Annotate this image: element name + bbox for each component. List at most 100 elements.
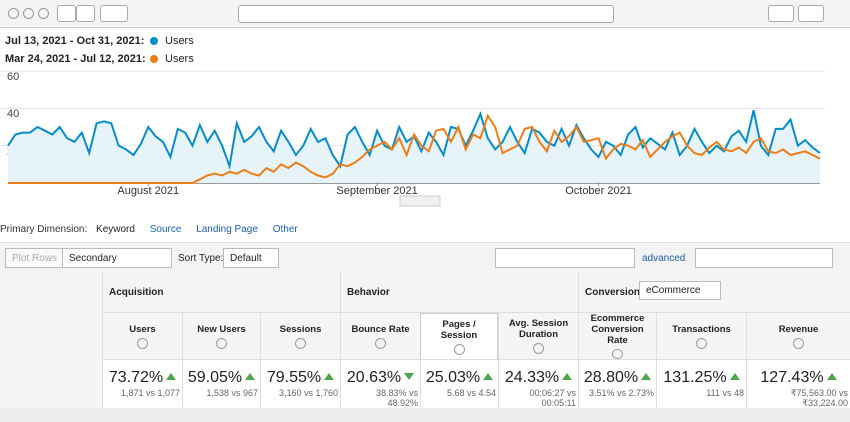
comparison: 00:06:27 vs 00:05:11 — [529, 388, 576, 408]
metric-header[interactable]: Transactions — [656, 313, 746, 360]
comparison: 1,538 vs 967 — [206, 388, 258, 398]
metric-cell: 25.03% 5.68 vs 4.54 — [420, 360, 498, 408]
trend-arrow — [562, 373, 573, 380]
metric-label: Bounce Rate — [351, 323, 410, 335]
metric-value: 59.05% — [183, 369, 260, 387]
chart: Jul 13, 2021 - Oct 31, 2021: Users Mar 24,… — [0, 35, 825, 207]
view-switcher[interactable] — [695, 248, 833, 268]
blank-column — [0, 272, 103, 408]
metric-label: New Users — [197, 323, 246, 335]
series-area — [8, 110, 820, 183]
dimension[interactable]: Landing Page — [196, 224, 258, 235]
search[interactable] — [495, 248, 635, 268]
trend-arrow — [641, 373, 652, 380]
metric-cell: 28.80% 3.51% vs 2.73% — [578, 360, 656, 408]
percent-change: 20.63% — [346, 369, 402, 386]
metric-label: Ecommerce Conversion Rate — [590, 313, 645, 346]
series-line — [8, 113, 821, 184]
legend-label: Users — [165, 53, 194, 65]
metric-value: 24.33% — [499, 369, 578, 387]
trend-arrow — [404, 373, 415, 380]
metric-cell: 127.43% ₹75,563.00 vs ₹33,224.00 — [746, 360, 850, 408]
dimension[interactable]: Keyword — [96, 224, 135, 235]
help-icon[interactable] — [612, 349, 623, 359]
close[interactable] — [8, 8, 19, 19]
minimize[interactable] — [23, 8, 34, 19]
group-header: Behavior — [340, 272, 578, 313]
percent-change: 79.55% — [266, 369, 322, 386]
legend-label: Users — [165, 35, 194, 47]
trend-arrow — [729, 373, 740, 380]
address-bar[interactable] — [238, 5, 614, 23]
secondary-dimension[interactable]: Secondary dimension — [62, 248, 172, 284]
dimension-label: Primary Dimension: — [0, 224, 88, 235]
back[interactable] — [57, 5, 76, 22]
metric-header[interactable]: Users — [102, 313, 182, 360]
legend-swatch — [150, 37, 158, 45]
table: Acquisition Behavior Conversions eCommerce U… — [0, 272, 850, 422]
metric-label: Pages / Session — [440, 318, 478, 341]
comparison: 3.51% vs 2.73% — [588, 388, 654, 398]
comparison: 38.83% vs 48.92% — [375, 388, 418, 408]
help-icon[interactable] — [295, 337, 306, 349]
comparison: ₹75,563.00 vs ₹33,224.00 — [790, 388, 848, 408]
metric-header[interactable]: Sessions — [260, 313, 340, 360]
trend-arrow — [166, 373, 177, 380]
metric-value: 28.80% — [579, 369, 656, 387]
tabs[interactable] — [798, 5, 824, 22]
metric-cell: 20.63% 38.83% vs 48.92% — [340, 360, 420, 408]
dimension[interactable]: Other — [272, 224, 298, 235]
dimension[interactable]: Source — [149, 224, 182, 235]
legend-range: Mar 24, 2021 - Jul 12, 2021: — [5, 53, 146, 65]
help-icon[interactable] — [696, 337, 707, 349]
metric-label: Transactions — [672, 323, 731, 335]
comparison: 111 vs 48 — [706, 388, 744, 398]
sidebar[interactable] — [100, 5, 128, 22]
group-header: Conversions eCommerce — [578, 272, 850, 313]
group-label: Acquisition — [109, 287, 164, 298]
metric-value: 25.03% — [421, 369, 498, 387]
percent-change: 25.03% — [425, 369, 481, 386]
percent-change: 24.33% — [504, 369, 560, 386]
plot-rows[interactable]: Plot Rows — [5, 248, 65, 268]
metric-header[interactable]: New Users — [182, 313, 260, 360]
metric-cell: 59.05% 1,538 vs 967 — [182, 360, 260, 408]
collapse-tab — [399, 195, 441, 207]
share[interactable] — [768, 5, 794, 22]
legend-range: Jul 13, 2021 - Oct 31, 2021: — [5, 35, 144, 47]
trend-arrow — [324, 373, 335, 380]
zoom[interactable] — [38, 8, 49, 19]
help-icon[interactable] — [453, 343, 465, 355]
metric-label: Revenue — [778, 323, 819, 335]
y-tick-label: 40 — [7, 108, 19, 120]
metric-cell: 24.33% 00:06:27 vs 00:05:11 — [498, 360, 578, 408]
metric-header[interactable]: Bounce Rate — [340, 313, 420, 360]
browser-toolbar — [0, 0, 850, 28]
metric-value: 20.63% — [341, 369, 420, 387]
x-tick-label: August 2021 — [117, 185, 179, 197]
conversion-select[interactable]: eCommerce — [639, 281, 722, 300]
controls: Plot Rows Secondary dimension Sort Type:… — [0, 242, 850, 284]
help-icon[interactable] — [533, 343, 544, 354]
x-tick-label: October 2021 — [565, 185, 632, 197]
metric-header[interactable]: Avg. Session Duration — [498, 313, 578, 360]
comparison: 5.68 vs 4.54 — [446, 388, 496, 398]
metric-header[interactable]: Revenue — [746, 313, 850, 360]
metric-label: Sessions — [279, 323, 322, 335]
metric-header[interactable]: Pages / Session — [420, 313, 498, 360]
advanced[interactable]: advanced — [642, 253, 686, 264]
help-icon[interactable] — [793, 337, 804, 349]
comparison: 1,871 vs 1,077 — [120, 388, 180, 398]
metric-header[interactable]: Ecommerce Conversion Rate — [578, 313, 656, 360]
comparison: 3,160 vs 1,760 — [278, 388, 338, 398]
help-icon[interactable] — [375, 337, 386, 349]
help-icon[interactable] — [216, 337, 227, 349]
forward[interactable] — [76, 5, 95, 22]
metric-cell: 73.72% 1,871 vs 1,077 — [102, 360, 182, 408]
help-icon[interactable] — [137, 337, 148, 349]
legend-swatch — [150, 55, 158, 63]
percent-change: 73.72% — [108, 369, 164, 386]
trend-arrow — [826, 373, 837, 380]
group-label: Conversions — [585, 287, 646, 298]
sort-type[interactable]: Default — [223, 248, 279, 268]
